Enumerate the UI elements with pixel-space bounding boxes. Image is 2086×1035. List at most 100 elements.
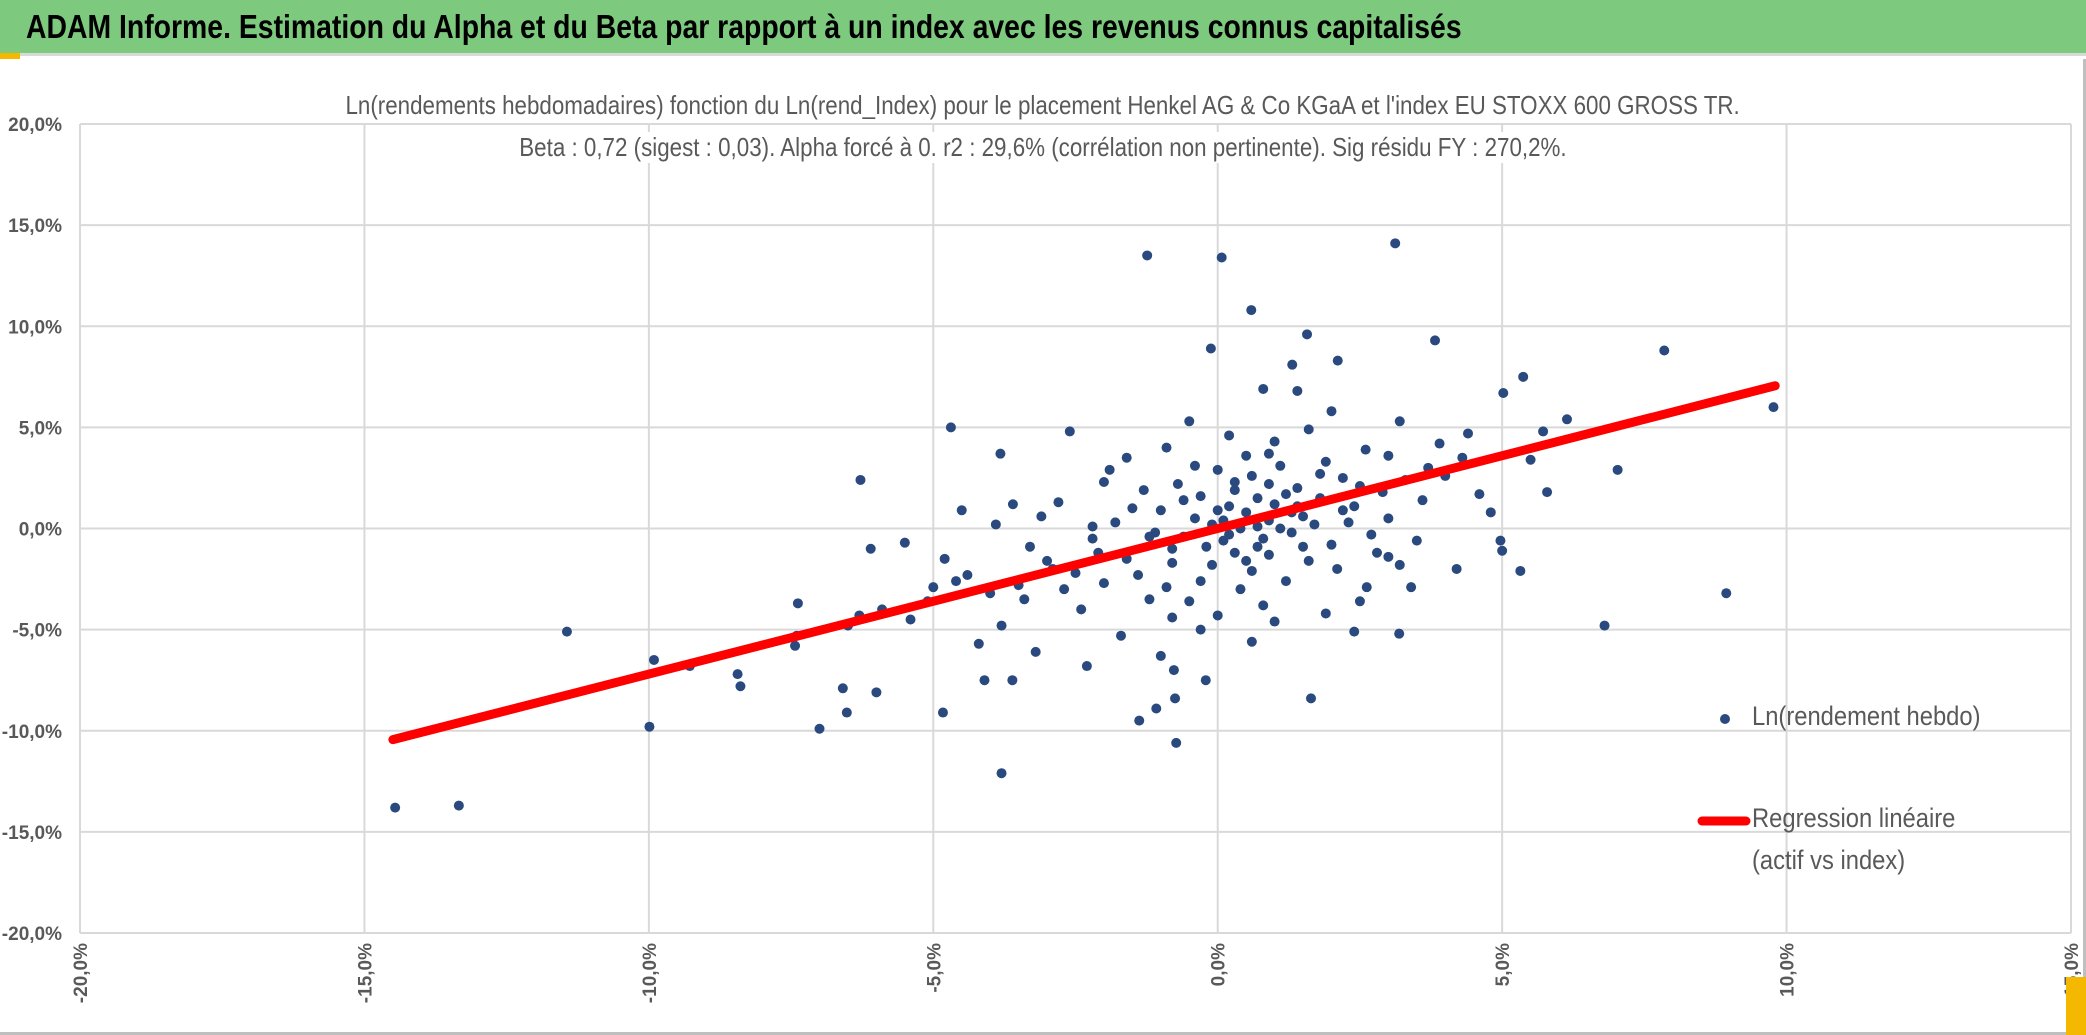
data-point <box>1292 483 1303 494</box>
data-point <box>865 543 876 554</box>
data-point <box>1280 489 1291 500</box>
data-point <box>1178 495 1189 506</box>
data-point <box>1224 501 1235 512</box>
x-tick-label: 10,0% <box>1778 943 1799 997</box>
y-tick-label: 20,0% <box>8 115 62 136</box>
data-point <box>1315 468 1326 479</box>
data-point <box>790 640 801 651</box>
data-point <box>1229 476 1240 487</box>
data-point <box>1195 491 1206 502</box>
data-point <box>1241 507 1252 518</box>
data-point <box>1116 630 1127 641</box>
y-tick-label: -10,0% <box>2 722 62 743</box>
data-point <box>1189 460 1200 471</box>
data-point <box>1343 517 1354 528</box>
data-point <box>973 638 984 649</box>
data-point <box>1721 588 1732 599</box>
x-tick-label: -10,0% <box>640 943 661 1003</box>
data-point <box>1495 535 1506 546</box>
data-point <box>1246 636 1257 647</box>
data-point <box>732 669 743 680</box>
data-point <box>1349 626 1360 637</box>
data-point <box>1561 414 1572 425</box>
data-point <box>1087 521 1098 532</box>
data-point <box>1059 584 1070 595</box>
data-point <box>1525 454 1536 465</box>
data-point <box>1269 436 1280 447</box>
data-point <box>1383 551 1394 562</box>
data-point <box>1258 533 1269 544</box>
data-point <box>855 474 866 485</box>
data-point <box>1332 355 1343 366</box>
data-point <box>1390 238 1401 249</box>
data-point <box>1434 438 1445 449</box>
data-point <box>1019 594 1030 605</box>
data-point <box>1538 426 1549 437</box>
data-point <box>837 683 848 694</box>
data-point <box>1320 608 1331 619</box>
data-point <box>1076 604 1087 615</box>
legend-label-points: Ln(rendement hebdo) <box>1752 701 1981 731</box>
data-point <box>1366 529 1377 540</box>
data-point <box>648 654 659 665</box>
data-point <box>1360 444 1371 455</box>
data-point <box>939 553 950 564</box>
y-tick-label: -5,0% <box>12 621 62 642</box>
data-point <box>905 614 916 625</box>
data-point <box>1007 675 1018 686</box>
data-point <box>1298 541 1309 552</box>
legend-label-regression: Regression linéaire <box>1752 803 1956 833</box>
data-point <box>1218 535 1229 546</box>
data-point <box>1155 505 1166 516</box>
data-point <box>962 570 973 581</box>
data-point <box>1349 501 1360 512</box>
y-tick-label: 15,0% <box>8 216 62 237</box>
data-point <box>1768 402 1779 413</box>
data-point <box>1326 539 1337 550</box>
data-point <box>1184 416 1195 427</box>
selection-handle <box>2066 977 2086 1035</box>
data-point <box>1287 359 1298 370</box>
data-point <box>1394 628 1405 639</box>
data-point <box>1275 523 1286 534</box>
data-point <box>1024 541 1035 552</box>
data-point <box>1252 493 1263 504</box>
data-point <box>1303 424 1314 435</box>
data-point <box>1030 646 1041 657</box>
data-point <box>1212 505 1223 516</box>
data-point <box>735 681 746 692</box>
data-point <box>1007 499 1018 510</box>
data-point <box>1207 559 1218 570</box>
data-point <box>1121 452 1132 463</box>
x-tick-label: 5,0% <box>1493 943 1514 986</box>
data-point <box>1167 557 1178 568</box>
data-point <box>1518 371 1529 382</box>
data-point <box>1371 547 1382 558</box>
data-point <box>1309 519 1320 530</box>
data-point <box>1298 511 1309 522</box>
data-point <box>1201 541 1212 552</box>
data-point <box>390 802 401 813</box>
data-point <box>1036 511 1047 522</box>
data-point <box>1150 527 1161 538</box>
data-point <box>1151 703 1162 714</box>
data-point <box>1361 582 1372 593</box>
chart-title-text: Ln(rendements hebdomadaires) fonction du… <box>340 90 1746 121</box>
data-point <box>1332 563 1343 574</box>
chart-subtitle: Beta : 0,72 (sigest : 0,03). Alpha forcé… <box>0 132 2086 163</box>
selection-handle <box>0 53 20 59</box>
data-point <box>1263 479 1274 490</box>
data-point <box>995 448 1006 459</box>
regression-line <box>388 381 1780 745</box>
data-point <box>1200 675 1211 686</box>
data-point <box>1042 555 1053 566</box>
gridlines <box>79 123 2072 934</box>
x-tick-label: -20,0% <box>71 943 92 1003</box>
y-tick-label: -15,0% <box>2 823 62 844</box>
data-point <box>1070 567 1081 578</box>
data-point <box>1542 487 1553 498</box>
data-point <box>1098 476 1109 487</box>
data-point <box>792 598 803 609</box>
data-point <box>928 582 939 593</box>
